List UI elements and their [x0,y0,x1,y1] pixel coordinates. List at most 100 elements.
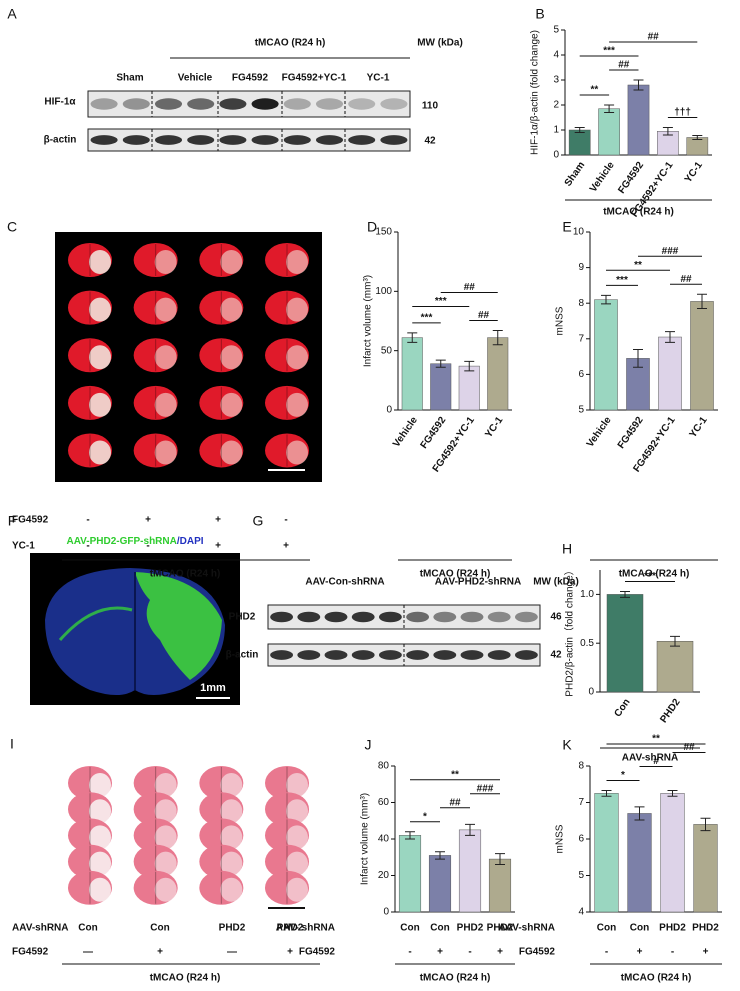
lesion [286,799,308,824]
x-tick-label: FG4592 [616,415,646,451]
error-bar [633,348,643,368]
sign: + [215,515,221,526]
group-label: tMCAO (R24 h) [621,973,692,984]
significance-label: # [653,756,659,767]
y-tick-label: 10 [573,227,585,238]
significance-label: *** [644,571,656,582]
y-tick-label: 1 [553,125,559,136]
scale-label: 1mm [200,682,226,694]
y-tick-label: 7 [578,333,584,344]
y-tick-label: 0 [553,150,559,161]
sign: Con [150,923,169,934]
lesion [89,825,111,850]
blot-band [433,611,457,623]
y-tick-label: 40 [378,834,390,845]
lesion [220,297,243,322]
significance-label: *** [616,275,628,286]
y-tick-label: 4 [553,50,559,61]
blot-band [351,650,375,660]
significance-label: *** [603,46,615,57]
lesion [89,297,111,322]
x-tick-label: PHD2 [659,923,686,934]
blot-band [460,611,484,623]
row-label: AAV-shRNA [499,923,555,934]
y-tick-label: 7 [578,797,584,808]
lesion [220,799,243,824]
panel-letter: B [535,6,544,22]
lesion [286,250,308,274]
error-bar [670,635,680,647]
lesion [286,440,308,465]
y-tick-label: 20 [378,870,390,881]
lesion [220,250,243,274]
lesion [220,345,243,370]
y-axis-title: Infarct volume (mm³) [363,275,374,367]
mw-marker: 42 [424,136,436,147]
panel-letter: A [7,6,17,22]
row-label: AAV-shRNA [12,923,68,934]
bar [398,835,422,913]
y-tick-label: 5 [578,870,584,881]
y-tick-label: 0 [588,687,594,698]
bar [428,855,452,913]
y-tick-label: 60 [378,797,390,808]
x-tick-label: YC-1 [688,415,710,440]
x-tick-label: FG4592 [616,160,646,196]
panel-letter: K [562,737,572,753]
y-axis-title: PHD2/β-actin（fold change） [564,565,576,696]
significance-label: ## [478,310,490,321]
blot-band [154,135,183,145]
sign: - [605,947,608,958]
y-tick-label: 80 [378,761,390,772]
lesion [89,392,111,417]
y-tick-label: 9 [578,262,584,273]
sign: - [671,947,674,958]
bar [487,337,509,411]
blot-band [378,611,402,623]
mw-marker: 110 [422,101,439,112]
sign: - [146,541,149,552]
x-tick-label: FG4592 [419,415,449,451]
panel-letter: D [367,219,377,235]
sign: - [86,541,89,552]
blot-band [315,98,344,110]
lesion [89,773,111,797]
blot-band [122,135,150,145]
x-tick-label: Con [597,923,616,934]
mw-marker: 42 [550,650,562,661]
y-axis-title: mNSS [555,824,566,853]
row-label: AAV- shRNA [276,923,335,934]
sign: + [637,947,643,958]
bar [656,640,694,693]
significance-label: * [621,770,625,781]
y-axis-title: mNSS [555,306,566,335]
row-label: YC-1 [12,541,35,552]
group-label: tMCAO (R24 h) [255,38,326,49]
lesion [89,440,111,465]
blot-band [380,135,408,145]
blot-band [251,135,279,145]
panel-letter: I [10,736,14,752]
sign: - [408,947,411,958]
bar [658,336,682,411]
sign: PHD2 [277,923,304,934]
error-bar [662,127,673,136]
error-bar [405,831,415,840]
blot-band [315,135,344,145]
lane-label: Vehicle [178,73,213,84]
sign: + [157,947,163,958]
fluorescence-image [30,553,240,705]
blot-band [348,135,376,145]
significance-label: ## [618,60,630,71]
blot-band [380,98,408,110]
sign: + [215,541,221,552]
y-tick-label: 4 [578,907,584,918]
significance-label: ### [477,783,494,794]
lesion [220,851,243,876]
x-tick-label: Sham [563,160,588,189]
group-label: AAV-shRNA [622,753,678,764]
y-tick-label: 3 [553,75,559,86]
lesion [220,440,243,465]
lesion [154,851,177,876]
